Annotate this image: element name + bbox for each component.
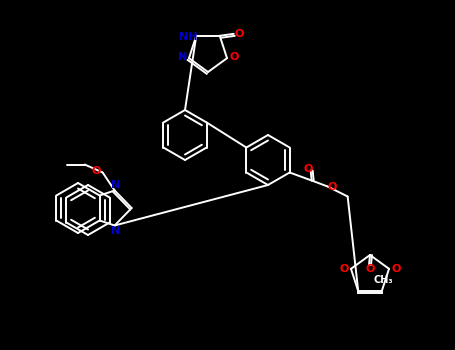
- Text: N: N: [111, 226, 120, 237]
- Text: NH: NH: [179, 32, 197, 42]
- Text: N: N: [111, 180, 120, 189]
- Text: N: N: [178, 52, 187, 62]
- Text: O: O: [229, 52, 239, 62]
- Text: CH₃: CH₃: [374, 275, 394, 285]
- Text: O: O: [304, 163, 313, 174]
- Text: O: O: [339, 264, 349, 274]
- Text: O: O: [234, 29, 243, 39]
- Text: O: O: [365, 264, 374, 274]
- Text: O: O: [391, 264, 401, 274]
- Text: O: O: [92, 167, 101, 176]
- Text: O: O: [328, 182, 337, 191]
